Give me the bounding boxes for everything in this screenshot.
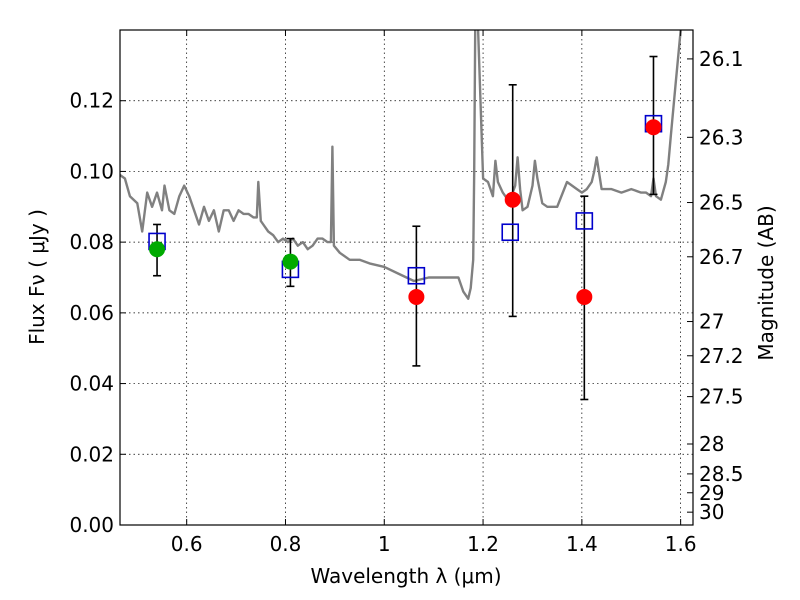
x-tick-label: 1.4 <box>566 532 598 556</box>
y2-tick-label: 27.2 <box>699 344 744 368</box>
x-axis-label: Wavelength λ (μm) <box>310 564 501 588</box>
model-box-marker <box>501 223 520 242</box>
green-point <box>282 253 299 270</box>
red-point <box>504 191 521 208</box>
y-axis-label: Flux Fν ( μJy ) <box>25 209 49 345</box>
red-point <box>408 288 425 305</box>
y2-tick-label: 27.5 <box>699 385 744 409</box>
x-tick-label: 0.6 <box>171 532 203 556</box>
y2-tick-label: 26.3 <box>699 125 744 149</box>
y2-axis-label: Magnitude (AB) <box>754 205 778 360</box>
x-tick-label: 1 <box>378 532 391 556</box>
template-spectrum-line <box>120 30 682 300</box>
y2-tick-label: 28 <box>699 432 724 456</box>
y2-tick-label: 26.7 <box>699 245 744 269</box>
model-box-marker <box>575 212 594 230</box>
y2-tick-label: 30 <box>699 500 724 524</box>
green-point <box>149 241 166 258</box>
y2-tick-label: 26.5 <box>699 191 744 215</box>
y-tick-label: 0.08 <box>69 230 114 254</box>
x-tick-labels: 0.6 0.8 1 1.2 1.4 1.6 <box>171 532 697 556</box>
template-spectrum-layer <box>120 30 682 300</box>
y-tick-label: 0.04 <box>69 372 114 396</box>
y-tick-label: 0.00 <box>69 513 114 537</box>
y-tick-labels: 0.00 0.02 0.04 0.06 0.08 0.10 0.12 <box>69 89 114 537</box>
x-tick-label: 1.2 <box>467 532 499 556</box>
plot-frame <box>119 29 694 526</box>
y-tick-label: 0.10 <box>69 159 114 183</box>
axis-ticks <box>120 30 693 526</box>
y-tick-label: 0.12 <box>69 89 114 113</box>
y2-tick-label: 28.5 <box>699 462 744 486</box>
red-point <box>645 119 662 136</box>
point-layer <box>149 119 662 305</box>
x-tick-label: 0.8 <box>270 532 302 556</box>
grid-lines <box>120 30 693 525</box>
x-tick-label: 1.6 <box>665 532 697 556</box>
y2-tick-label: 29 <box>699 481 724 505</box>
y2-tick-label: 26.1 <box>699 47 744 71</box>
y-tick-label: 0.06 <box>69 301 114 325</box>
y2-tick-label: 27 <box>699 310 724 334</box>
model-box-marker <box>407 266 426 285</box>
y-tick-label: 0.02 <box>69 442 114 466</box>
red-point <box>576 288 593 305</box>
